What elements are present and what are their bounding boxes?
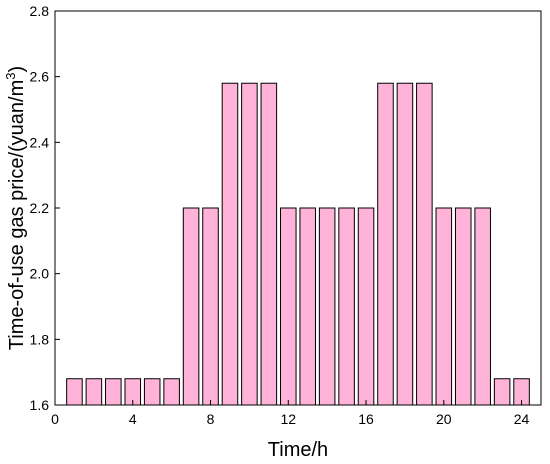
bar-hour-16 bbox=[357, 207, 375, 406]
bar-hour-21 bbox=[454, 207, 472, 406]
bar-hour-10 bbox=[241, 82, 258, 406]
bar-hour-20 bbox=[435, 207, 453, 406]
x-tick-label: 8 bbox=[207, 411, 215, 427]
y-axis-title: Time-of-use gas price/(yuan/m3) bbox=[3, 66, 28, 350]
bar-hour-11 bbox=[260, 82, 278, 406]
bar-hour-12 bbox=[280, 207, 297, 406]
bar-hour-17 bbox=[377, 82, 394, 406]
bar-hour-19 bbox=[416, 82, 433, 406]
x-tick-label: 16 bbox=[358, 411, 374, 427]
bar-hour-22 bbox=[474, 207, 491, 406]
y-tick-label: 1.8 bbox=[30, 331, 50, 347]
bar-hour-18 bbox=[396, 82, 414, 406]
bars-group bbox=[66, 82, 530, 406]
y-tick-label: 2.4 bbox=[30, 134, 50, 150]
bar-hour-7 bbox=[182, 207, 200, 406]
y-tick-label: 2.0 bbox=[30, 266, 50, 282]
bar-hour-6 bbox=[163, 378, 180, 406]
x-tick-label: 4 bbox=[129, 411, 137, 427]
bar-hour-13 bbox=[299, 207, 316, 406]
y-tick-label: 2.2 bbox=[30, 200, 50, 216]
x-tick-label: 20 bbox=[436, 411, 452, 427]
bar-hour-15 bbox=[338, 207, 355, 406]
x-tick-label: 24 bbox=[514, 411, 530, 427]
x-tick-label: 0 bbox=[51, 411, 59, 427]
bar-hour-3 bbox=[105, 378, 122, 406]
bar-hour-5 bbox=[143, 378, 161, 406]
y-axis-title-superscript: 3 bbox=[3, 72, 18, 79]
ticks-group: 0 4 8 12 16 20 24 1.6 1.8 2.0 2.2 2.4 2.6 2.8 bbox=[30, 3, 530, 427]
bar-hour-14 bbox=[318, 207, 336, 406]
bar-hour-8 bbox=[202, 207, 219, 406]
bar-hour-9 bbox=[221, 82, 239, 406]
y-tick-label: 2.6 bbox=[30, 69, 50, 85]
bar-hour-1 bbox=[66, 378, 83, 406]
x-tick-label: 12 bbox=[280, 411, 296, 427]
y-axis-title-end: ) bbox=[6, 66, 28, 73]
y-tick-label: 1.6 bbox=[30, 397, 50, 413]
x-axis-title: Time/h bbox=[268, 439, 328, 461]
bar-hour-23 bbox=[493, 378, 511, 406]
y-tick-label: 2.8 bbox=[30, 3, 50, 19]
bar-hour-2 bbox=[85, 378, 103, 406]
y-axis-title-main: Time-of-use gas price/(yuan/m bbox=[6, 80, 28, 350]
